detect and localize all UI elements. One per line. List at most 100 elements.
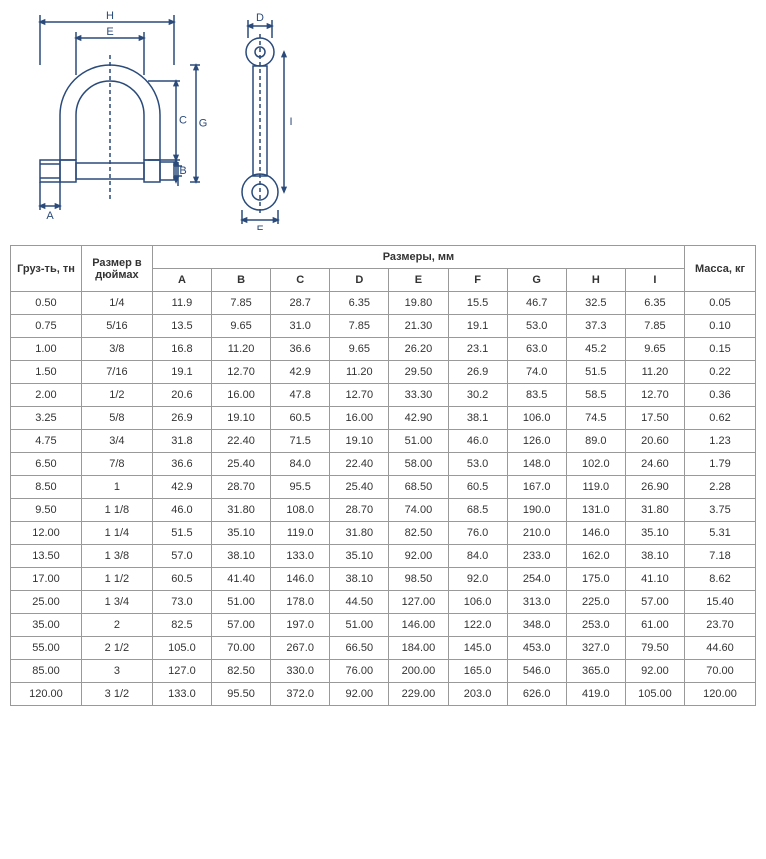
cell-H: 51.5 [566,361,625,384]
cell-F: 60.5 [448,476,507,499]
cell-D: 11.20 [330,361,389,384]
cell-C: 178.0 [271,591,330,614]
table-row: 8.50142.928.7095.525.4068.5060.5167.0119… [11,476,756,499]
cell-load: 2.00 [11,384,82,407]
cell-load: 120.00 [11,683,82,706]
cell-D: 12.70 [330,384,389,407]
cell-I: 105.00 [625,683,684,706]
cell-H: 225.0 [566,591,625,614]
cell-load: 3.25 [11,407,82,430]
cell-B: 41.40 [212,568,271,591]
cell-H: 58.5 [566,384,625,407]
cell-I: 6.35 [625,292,684,315]
cell-A: 13.5 [152,315,211,338]
cell-mass: 3.75 [685,499,756,522]
col-dim-E: E [389,269,448,292]
cell-G: 348.0 [507,614,566,637]
cell-G: 53.0 [507,315,566,338]
col-mass-header: Масса, кг [685,246,756,292]
cell-mass: 7.18 [685,545,756,568]
cell-mass: 8.62 [685,568,756,591]
cell-E: 146.00 [389,614,448,637]
cell-C: 267.0 [271,637,330,660]
table-row: 35.00282.557.00197.051.00146.00122.0348.… [11,614,756,637]
cell-I: 12.70 [625,384,684,407]
cell-E: 92.00 [389,545,448,568]
cell-C: 28.7 [271,292,330,315]
cell-inch: 3 1/2 [81,683,152,706]
table-row: 17.001 1/260.541.40146.038.1098.5092.025… [11,568,756,591]
cell-C: 31.0 [271,315,330,338]
cell-C: 330.0 [271,660,330,683]
cell-H: 365.0 [566,660,625,683]
cell-mass: 1.23 [685,430,756,453]
cell-load: 85.00 [11,660,82,683]
cell-H: 419.0 [566,683,625,706]
cell-G: 74.0 [507,361,566,384]
cell-B: 9.65 [212,315,271,338]
cell-C: 108.0 [271,499,330,522]
cell-C: 119.0 [271,522,330,545]
cell-F: 76.0 [448,522,507,545]
table-row: 12.001 1/451.535.10119.031.8082.5076.021… [11,522,756,545]
cell-load: 4.75 [11,430,82,453]
cell-inch: 1/2 [81,384,152,407]
cell-inch: 1 1/4 [81,522,152,545]
cell-A: 105.0 [152,637,211,660]
cell-I: 61.00 [625,614,684,637]
cell-E: 98.50 [389,568,448,591]
cell-E: 58.00 [389,453,448,476]
table-row: 6.507/836.625.4084.022.4058.0053.0148.01… [11,453,756,476]
cell-A: 133.0 [152,683,211,706]
cell-F: 53.0 [448,453,507,476]
col-dim-F: F [448,269,507,292]
cell-inch: 1 1/2 [81,568,152,591]
cell-D: 28.70 [330,499,389,522]
svg-text:A: A [46,210,54,222]
cell-load: 35.00 [11,614,82,637]
table-body: 0.501/411.97.8528.76.3519.8015.546.732.5… [11,292,756,706]
cell-F: 15.5 [448,292,507,315]
svg-text:C: C [179,114,187,126]
header-row-1: Груз-ть, тн Размер в дюймах Размеры, мм … [11,246,756,269]
cell-F: 46.0 [448,430,507,453]
cell-D: 7.85 [330,315,389,338]
cell-mass: 5.31 [685,522,756,545]
cell-H: 146.0 [566,522,625,545]
cell-C: 36.6 [271,338,330,361]
cell-D: 25.40 [330,476,389,499]
table-row: 13.501 3/857.038.10133.035.1092.0084.023… [11,545,756,568]
cell-A: 60.5 [152,568,211,591]
cell-A: 51.5 [152,522,211,545]
col-load-header: Груз-ть, тн [11,246,82,292]
cell-G: 63.0 [507,338,566,361]
col-dim-C: C [271,269,330,292]
cell-F: 165.0 [448,660,507,683]
col-dim-H: H [566,269,625,292]
cell-G: 313.0 [507,591,566,614]
cell-B: 25.40 [212,453,271,476]
col-dim-D: D [330,269,389,292]
cell-inch: 2 [81,614,152,637]
cell-A: 16.8 [152,338,211,361]
cell-load: 0.75 [11,315,82,338]
cell-B: 11.20 [212,338,271,361]
table-row: 1.003/816.811.2036.69.6526.2023.163.045.… [11,338,756,361]
cell-G: 210.0 [507,522,566,545]
table-row: 0.501/411.97.8528.76.3519.8015.546.732.5… [11,292,756,315]
cell-F: 92.0 [448,568,507,591]
cell-E: 51.00 [389,430,448,453]
cell-mass: 0.62 [685,407,756,430]
cell-C: 47.8 [271,384,330,407]
cell-mass: 0.15 [685,338,756,361]
table-row: 3.255/826.919.1060.516.0042.9038.1106.07… [11,407,756,430]
cell-load: 17.00 [11,568,82,591]
cell-A: 82.5 [152,614,211,637]
cell-H: 89.0 [566,430,625,453]
cell-mass: 120.00 [685,683,756,706]
cell-D: 92.00 [330,683,389,706]
cell-D: 6.35 [330,292,389,315]
cell-B: 70.00 [212,637,271,660]
cell-H: 37.3 [566,315,625,338]
cell-H: 45.2 [566,338,625,361]
